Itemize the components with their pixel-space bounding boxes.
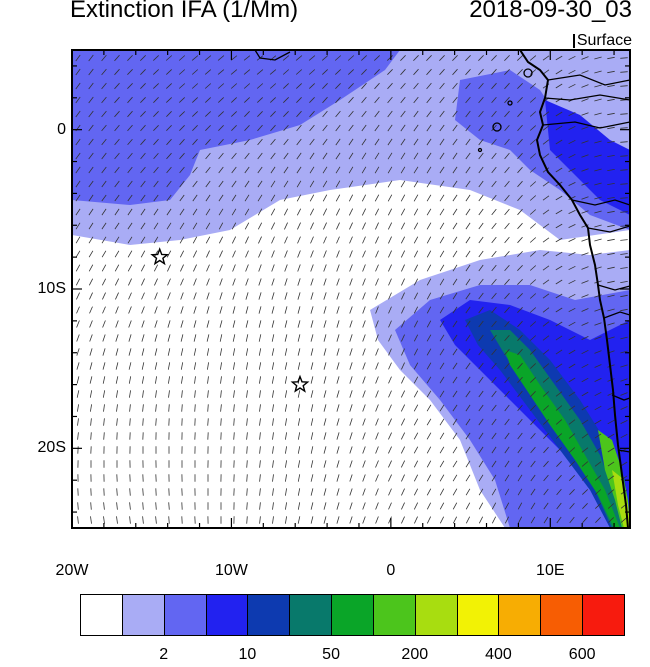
island-outline xyxy=(523,68,533,78)
field-coastal-yellowgreen xyxy=(612,470,630,528)
map-title: Extinction IFA (1/Mm) xyxy=(70,0,299,23)
x-tick-label: 10E xyxy=(536,562,565,579)
colorbar-label: 600 xyxy=(568,646,596,663)
field-coastal-green xyxy=(505,350,620,528)
level-text: Surface xyxy=(576,32,632,49)
field-north-medium-east xyxy=(455,70,630,230)
colorbar-label: 50 xyxy=(322,646,340,663)
y-tick-label: 0 xyxy=(57,120,66,138)
colorbar-swatch xyxy=(205,594,249,636)
country-border xyxy=(611,394,630,401)
colorbar-label: 10 xyxy=(238,646,257,663)
colorbar-label: 2 xyxy=(159,646,169,663)
x-tick-label: 20W xyxy=(55,562,89,579)
country-border xyxy=(547,74,630,86)
colorbar-swatch xyxy=(121,594,165,636)
colorbar-swatch xyxy=(247,594,291,636)
colorbar-swatch xyxy=(80,594,123,636)
country-border xyxy=(603,311,630,319)
colorbar-swatch xyxy=(331,594,374,636)
country-border xyxy=(254,50,291,61)
colorbar-swatch xyxy=(540,594,584,636)
country-border xyxy=(617,449,630,453)
map-ticks xyxy=(71,50,630,528)
colorbar-swatch xyxy=(582,594,625,636)
colorbar-label: 400 xyxy=(485,646,512,663)
star-marker-1 xyxy=(150,247,170,266)
map-datetime: 2018-09-30_03 xyxy=(469,0,632,23)
map-plot-area xyxy=(72,50,630,528)
island-outline xyxy=(477,147,483,153)
island-outline xyxy=(492,122,502,132)
colorbar-swatch xyxy=(414,594,458,636)
country-border xyxy=(571,199,630,206)
wind-barbs xyxy=(75,54,628,524)
colorbar-label: 200 xyxy=(401,646,429,663)
y-tick-label: 20S xyxy=(37,439,66,457)
x-tick-label: 10W xyxy=(214,562,248,579)
star-marker-2 xyxy=(290,374,310,393)
y-tick-label: 10S xyxy=(37,280,66,297)
colorbar-swatch xyxy=(163,594,207,636)
country-border xyxy=(587,225,630,233)
country-border xyxy=(544,94,630,101)
island-outline xyxy=(507,100,513,106)
coastline xyxy=(254,50,630,528)
station-markers xyxy=(150,247,310,393)
wind-barb-field xyxy=(75,54,628,524)
level-label: Surface xyxy=(572,32,632,50)
country-border xyxy=(597,284,630,291)
country-border xyxy=(542,121,630,129)
field-north-medium xyxy=(72,50,400,205)
x-tick-label: 0 xyxy=(386,562,396,579)
colorbar-swatch xyxy=(456,594,500,636)
colorbar-swatch xyxy=(372,594,416,636)
colorbar-swatch xyxy=(498,594,542,636)
field-coast-blue xyxy=(545,100,630,215)
extinction-field xyxy=(72,50,630,528)
colorbar-swatch xyxy=(289,594,333,636)
